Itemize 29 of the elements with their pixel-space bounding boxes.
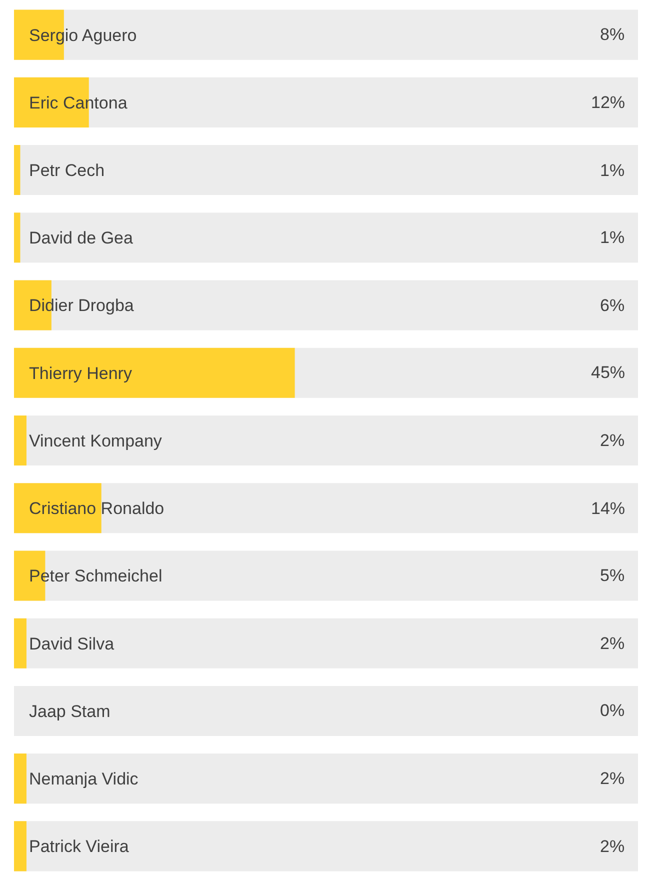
y-tick-label: Patrick Vieira — [29, 837, 130, 856]
data-label: 45% — [591, 363, 626, 382]
y-tick-label: Vincent Kompany — [29, 431, 162, 450]
data-label: 6% — [600, 296, 625, 315]
bar — [14, 145, 20, 196]
y-tick-label: Petr Cech — [29, 160, 105, 180]
bar — [14, 483, 102, 534]
data-label: 12% — [591, 93, 626, 112]
data-label: 2% — [600, 769, 625, 788]
data-label: 14% — [591, 499, 626, 518]
y-tick-label: Thierry Henry — [29, 364, 132, 383]
data-label: 1% — [600, 161, 625, 180]
data-label: 8% — [600, 25, 625, 44]
data-label: 2% — [600, 634, 625, 653]
y-tick-label: Nemanja Vidic — [29, 770, 139, 789]
bar — [14, 618, 26, 668]
data-label: 2% — [600, 431, 625, 450]
bar — [14, 415, 26, 466]
data-label: 2% — [600, 837, 625, 856]
y-tick-label: Cristiano Ronaldo — [29, 499, 164, 518]
data-label: 1% — [600, 228, 625, 247]
bar — [14, 754, 26, 804]
y-tick-label: Jaap Stam — [29, 702, 110, 721]
bar — [14, 212, 20, 263]
y-tick-label: David de Gea — [29, 228, 134, 248]
y-tick-label: David Silva — [29, 634, 115, 654]
data-label: 5% — [600, 566, 625, 585]
bar — [14, 821, 26, 872]
data-label: 0% — [600, 701, 625, 720]
